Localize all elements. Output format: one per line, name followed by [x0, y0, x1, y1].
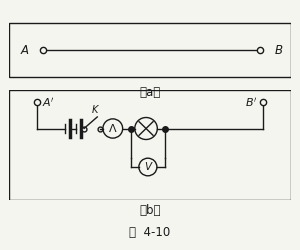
Text: $A'$: $A'$: [42, 96, 55, 109]
Text: K: K: [92, 105, 98, 115]
Text: V: V: [144, 162, 152, 172]
Text: （a）: （a）: [140, 86, 160, 99]
Text: 图  4-10: 图 4-10: [129, 226, 171, 239]
Text: $B'$: $B'$: [245, 96, 258, 109]
Text: Λ: Λ: [109, 124, 117, 134]
Text: A: A: [20, 44, 28, 57]
Text: （b）: （b）: [139, 204, 161, 217]
Text: B: B: [274, 44, 282, 57]
